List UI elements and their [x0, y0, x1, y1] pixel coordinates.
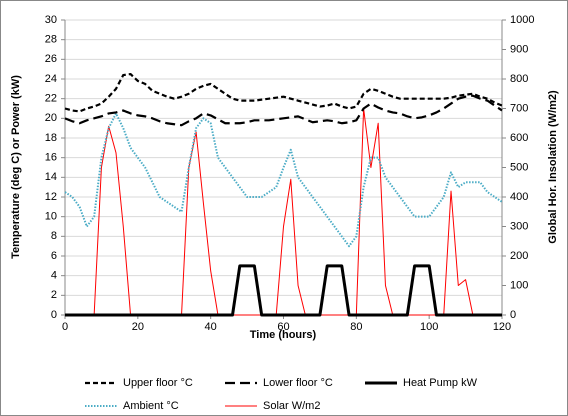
y-tick-label: 0 [51, 309, 57, 321]
y2-tick-label: 500 [510, 161, 528, 173]
x-tick-label: 120 [493, 321, 511, 333]
y-tick-label: 20 [45, 112, 57, 124]
y-tick-label: 6 [51, 250, 57, 262]
x-tick-label: 100 [420, 321, 438, 333]
y2-tick-label: 400 [510, 191, 528, 203]
x-axis-title: Time (hours) [250, 329, 317, 341]
legend-label: Upper floor °C [123, 377, 193, 389]
y-tick-label: 8 [51, 230, 57, 242]
legend-label: Lower floor °C [263, 377, 333, 389]
y2-tick-label: 1000 [510, 14, 534, 26]
y2-tick-label: 600 [510, 132, 528, 144]
y2-tick-label: 800 [510, 73, 528, 85]
y-tick-label: 10 [45, 211, 57, 223]
x-tick-label: 60 [277, 321, 289, 333]
y-tick-label: 2 [51, 289, 57, 301]
x-tick-label: 40 [205, 321, 217, 333]
y-tick-label: 30 [45, 14, 57, 26]
x-tick-label: 80 [350, 321, 362, 333]
legend-label: Heat Pump kW [403, 377, 478, 389]
y-tick-label: 18 [45, 132, 57, 144]
y-tick-label: 22 [45, 93, 57, 105]
legend-label: Ambient °C [123, 400, 179, 412]
y-tick-label: 16 [45, 152, 57, 164]
series-line [65, 264, 502, 317]
x-tick-label: 0 [62, 321, 68, 333]
y-axis-title: Temperature (deg C) or Power (kW) [10, 75, 22, 259]
y2-tick-label: 100 [510, 279, 528, 291]
series-line [64, 72, 503, 113]
x-tick-label: 20 [132, 321, 144, 333]
y2-axis-title: Global Hor. Insolation (W/m2) [547, 90, 559, 244]
y2-tick-label: 0 [510, 309, 516, 321]
y2-tick-label: 200 [510, 250, 528, 262]
y-tick-label: 14 [45, 171, 57, 183]
series-line [64, 112, 503, 248]
series-line [64, 94, 503, 127]
y2-tick-label: 900 [510, 43, 528, 55]
legend-label: Solar W/m2 [263, 400, 320, 412]
y-tick-label: 4 [51, 270, 57, 282]
y-tick-label: 12 [45, 191, 57, 203]
y-tick-label: 28 [45, 34, 57, 46]
y-tick-label: 26 [45, 53, 57, 65]
y-tick-label: 24 [45, 73, 57, 85]
y2-tick-label: 700 [510, 102, 528, 114]
y2-tick-label: 300 [510, 220, 528, 232]
